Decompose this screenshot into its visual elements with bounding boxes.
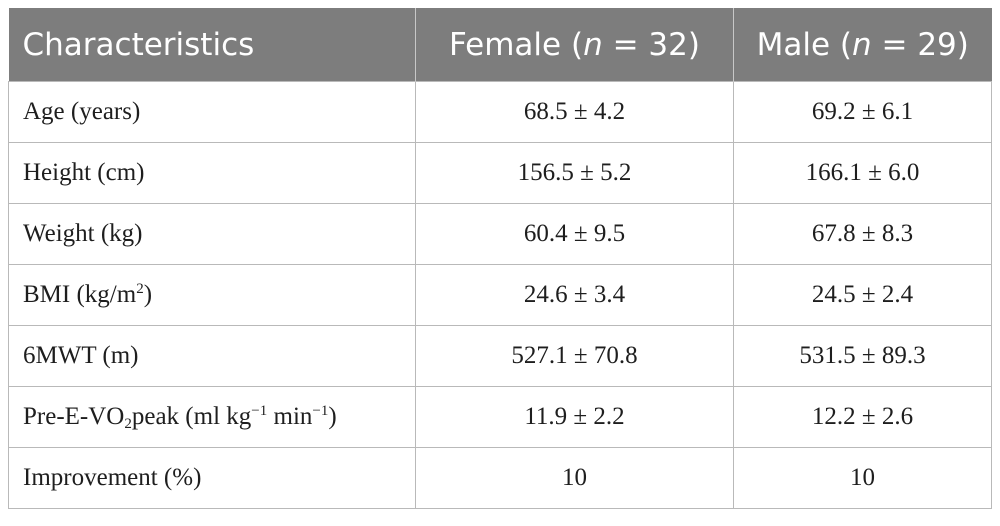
row-label: Height (cm) <box>8 142 416 204</box>
row-label-subscript: 2 <box>124 416 132 432</box>
header-male: Male (n = 29) <box>733 8 992 82</box>
row-label: 6MWT (m) <box>8 325 416 387</box>
row-label-a: Pre-E-VO <box>23 403 125 430</box>
row-label-end: ) <box>143 281 153 308</box>
row-label: BMI (kg/m2) <box>8 264 416 326</box>
header-female: Female (n = 32) <box>415 8 734 82</box>
female-value: 527.1 ± 70.8 <box>415 325 734 387</box>
row-label: Pre-E-VO2peak (ml kg−1 min−1) <box>8 386 416 448</box>
female-value: 60.4 ± 9.5 <box>415 203 734 265</box>
female-value: 68.5 ± 4.2 <box>415 81 734 143</box>
characteristics-table: Characteristics Female (n = 32) Male (n … <box>8 8 992 509</box>
male-value: 531.5 ± 89.3 <box>733 325 992 387</box>
header-female-suffix: = 32) <box>602 26 700 63</box>
row-label-superscript-1: −1 <box>251 403 268 419</box>
table-row: Age (years) 68.5 ± 4.2 69.2 ± 6.1 <box>8 81 992 143</box>
data-table: Characteristics Female (n = 32) Male (n … <box>8 8 992 509</box>
header-row: Characteristics Female (n = 32) Male (n … <box>8 8 992 82</box>
row-label: Weight (kg) <box>8 203 416 265</box>
header-female-prefix: Female ( <box>449 26 584 63</box>
female-value: 10 <box>415 447 734 509</box>
row-label: Age (years) <box>8 81 416 143</box>
female-value: 24.6 ± 3.4 <box>415 264 734 326</box>
male-value: 67.8 ± 8.3 <box>733 203 992 265</box>
row-label-b: peak (ml kg <box>131 403 252 430</box>
row-label-main: BMI (kg/m <box>23 281 137 308</box>
header-male-suffix: = 29) <box>871 26 969 63</box>
male-value: 12.2 ± 2.6 <box>733 386 992 448</box>
header-female-n: n <box>583 26 603 63</box>
header-characteristics: Characteristics <box>8 8 416 82</box>
row-label-d: ) <box>328 403 337 430</box>
male-value: 24.5 ± 2.4 <box>733 264 992 326</box>
female-value: 11.9 ± 2.2 <box>415 386 734 448</box>
row-label-superscript: 2 <box>136 281 144 297</box>
table-row: BMI (kg/m2) 24.6 ± 3.4 24.5 ± 2.4 <box>8 264 992 326</box>
table-row: Pre-E-VO2peak (ml kg−1 min−1) 11.9 ± 2.2… <box>8 386 992 448</box>
row-label-superscript-2: −1 <box>312 403 329 419</box>
male-value: 10 <box>733 447 992 509</box>
table-row: Height (cm) 156.5 ± 5.2 166.1 ± 6.0 <box>8 142 992 204</box>
header-male-n: n <box>852 26 872 63</box>
male-value: 69.2 ± 6.1 <box>733 81 992 143</box>
table-row: Improvement (%) 10 10 <box>8 447 992 509</box>
female-value: 156.5 ± 5.2 <box>415 142 734 204</box>
header-male-prefix: Male ( <box>756 26 852 63</box>
table-row: Weight (kg) 60.4 ± 9.5 67.8 ± 8.3 <box>8 203 992 265</box>
table-row: 6MWT (m) 527.1 ± 70.8 531.5 ± 89.3 <box>8 325 992 387</box>
row-label-c: min <box>267 403 313 430</box>
male-value: 166.1 ± 6.0 <box>733 142 992 204</box>
row-label: Improvement (%) <box>8 447 416 509</box>
